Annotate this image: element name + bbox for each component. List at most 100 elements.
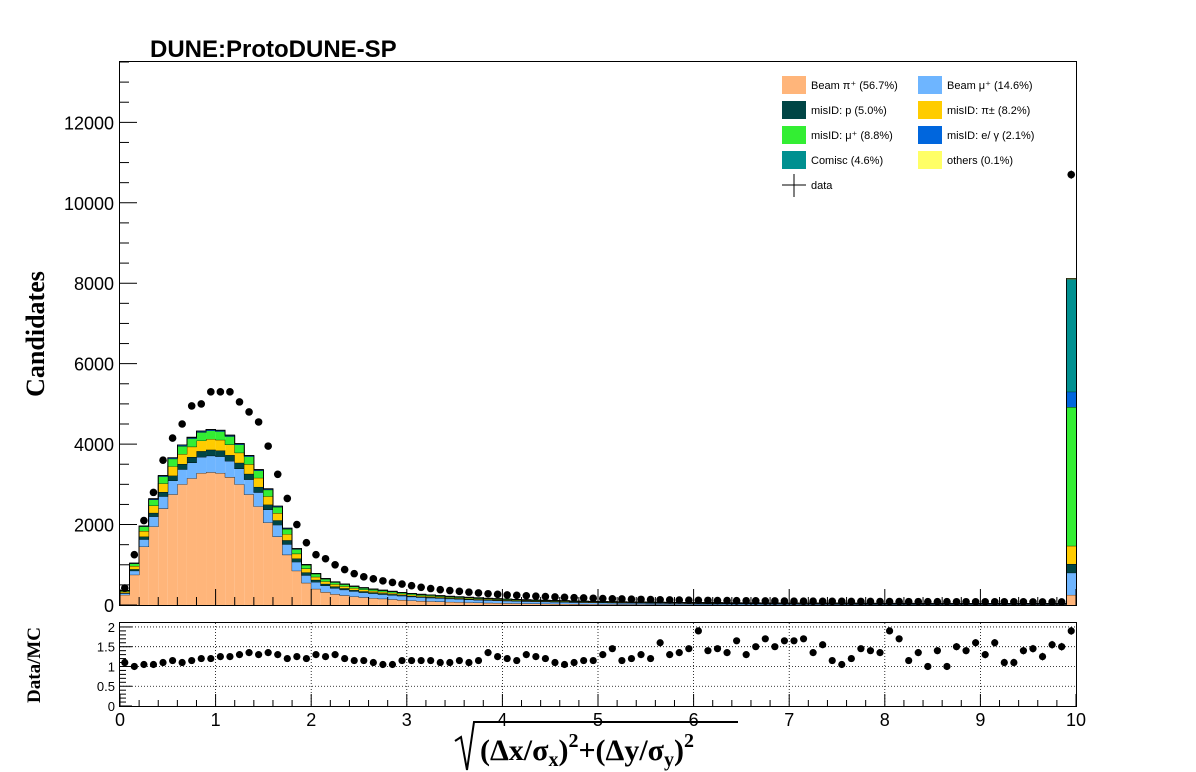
bar: [167, 494, 178, 605]
data-point: [493, 590, 502, 599]
bar: [158, 496, 168, 509]
legend-item: others (0.1%): [918, 151, 1013, 169]
bar: [244, 473, 254, 480]
bar: [129, 574, 140, 605]
data-point: [197, 400, 206, 408]
legend-swatch: [918, 126, 942, 144]
data-point: [283, 494, 292, 503]
bar: [292, 549, 302, 554]
ratio-point: [360, 656, 368, 665]
x-tick-label: 4: [497, 710, 507, 730]
ratio-point: [436, 658, 444, 667]
y-tick-label: 6000: [74, 355, 114, 375]
ratio-x-axis: 0 1 2 3 4 5 6 7 8 9 10: [115, 694, 1086, 730]
legend-item: Beam μ⁺ (14.6%): [918, 76, 1033, 94]
bar: [368, 593, 379, 599]
bar: [473, 602, 484, 605]
bar: [282, 540, 293, 545]
bar: [359, 589, 369, 592]
ratio-point: [293, 653, 301, 661]
bar: [186, 438, 197, 447]
data-point: [579, 594, 588, 602]
x-axis-label: (Δx/σx)2+(Δy/σy)2: [454, 721, 738, 771]
ratio-point: [168, 656, 177, 665]
bar: [301, 568, 312, 573]
bar: [425, 595, 436, 597]
ratio-point: [895, 635, 903, 643]
bar: [244, 455, 254, 457]
sqrt-sign: [454, 721, 738, 771]
data-point: [532, 592, 540, 600]
bar: [177, 464, 187, 470]
ratio-point: [140, 660, 148, 669]
x-tick-label: 2: [306, 710, 316, 730]
bar: [406, 593, 417, 595]
bar: [511, 601, 522, 604]
ratio-point: [1010, 658, 1018, 667]
data-point: [484, 589, 492, 598]
data-point: [675, 596, 684, 604]
bar: [282, 544, 293, 555]
bar: [148, 516, 159, 527]
bar: [244, 494, 254, 605]
data-point: [1057, 598, 1066, 606]
bar: [435, 595, 446, 597]
bar: [416, 596, 426, 598]
ratio-point: [188, 656, 196, 665]
ratio-point: [991, 639, 999, 647]
bar: [425, 601, 436, 605]
bar: [167, 458, 178, 467]
data-point: [168, 434, 177, 442]
ratio-point: [350, 656, 358, 665]
ratio-point: [742, 651, 750, 659]
bar: [206, 449, 216, 456]
bar: [129, 569, 140, 571]
ratio-y-tick-label: 2: [108, 620, 115, 635]
bar: [502, 600, 512, 604]
data-point: [1038, 598, 1047, 606]
data-point: [761, 597, 770, 605]
bar: [330, 594, 340, 605]
bar: [253, 492, 264, 507]
bar: [253, 506, 264, 605]
bar: [464, 597, 474, 599]
bar: [387, 592, 398, 595]
ratio-point: [685, 645, 693, 653]
bar: [196, 431, 207, 433]
bar: [311, 588, 321, 605]
ratio-point: [178, 658, 186, 667]
ratio-point: [847, 654, 855, 663]
legend-swatch: [782, 101, 806, 119]
bar: [206, 455, 216, 473]
x-tick-label: 5: [593, 710, 603, 730]
bar: [339, 588, 350, 590]
bar: [282, 534, 293, 541]
legend-label: misID: p (5.0%): [811, 105, 887, 117]
data-point: [178, 420, 186, 428]
ratio-point: [312, 651, 320, 659]
ratio-point: [675, 649, 683, 657]
bar: [454, 597, 465, 599]
bar: [139, 539, 149, 547]
data-point: [847, 597, 856, 606]
bar: [339, 584, 350, 587]
data-point: [140, 516, 148, 525]
bar: [339, 586, 350, 589]
stacked-bars-group: [120, 278, 1076, 606]
ratio-point: [962, 647, 970, 655]
bar: [139, 530, 149, 537]
ratio-point: [656, 639, 664, 647]
bar: [234, 443, 245, 445]
bar: [531, 603, 541, 605]
bar: [435, 596, 446, 598]
data-point: [331, 560, 339, 569]
bar: [492, 603, 503, 605]
bar: [559, 603, 570, 605]
ratio-point: [1029, 644, 1037, 653]
data-point: [207, 388, 215, 396]
ratio-point: [771, 643, 779, 651]
bar: [378, 590, 388, 592]
ratio-point: [914, 649, 922, 657]
bar: [550, 603, 560, 605]
data-point: [235, 398, 244, 406]
